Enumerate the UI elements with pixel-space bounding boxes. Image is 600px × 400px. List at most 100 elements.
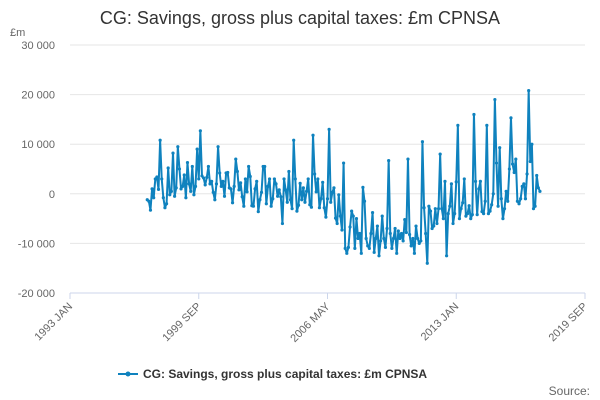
- data-point[interactable]: [477, 187, 481, 191]
- data-point[interactable]: [308, 203, 312, 207]
- data-point[interactable]: [226, 170, 230, 175]
- data-point[interactable]: [280, 221, 285, 226]
- data-point[interactable]: [166, 166, 170, 170]
- data-point[interactable]: [470, 213, 474, 217]
- data-point[interactable]: [271, 197, 275, 201]
- data-point[interactable]: [182, 173, 186, 177]
- data-point[interactable]: [205, 175, 209, 180]
- data-point[interactable]: [531, 207, 536, 211]
- data-point[interactable]: [158, 138, 162, 142]
- data-point[interactable]: [353, 246, 357, 250]
- data-point[interactable]: [433, 207, 437, 211]
- data-point[interactable]: [184, 196, 188, 200]
- data-point[interactable]: [530, 142, 534, 146]
- data-point[interactable]: [284, 188, 288, 192]
- data-point[interactable]: [490, 203, 494, 207]
- data-point[interactable]: [498, 146, 502, 150]
- data-point[interactable]: [247, 164, 251, 169]
- data-point[interactable]: [237, 188, 241, 192]
- data-point[interactable]: [366, 244, 370, 248]
- data-point[interactable]: [322, 206, 326, 210]
- data-point[interactable]: [536, 186, 540, 190]
- data-point[interactable]: [504, 189, 508, 193]
- data-point[interactable]: [168, 193, 172, 197]
- data-point[interactable]: [341, 161, 346, 165]
- data-point[interactable]: [412, 251, 417, 255]
- data-point[interactable]: [161, 196, 165, 200]
- data-point[interactable]: [528, 159, 532, 164]
- data-point[interactable]: [430, 226, 434, 231]
- data-point[interactable]: [388, 231, 392, 236]
- data-point[interactable]: [496, 204, 500, 208]
- data-point[interactable]: [235, 169, 239, 174]
- data-point[interactable]: [181, 184, 185, 188]
- data-point[interactable]: [501, 217, 505, 221]
- data-point[interactable]: [274, 182, 278, 186]
- data-point[interactable]: [316, 177, 320, 181]
- data-point[interactable]: [395, 251, 399, 255]
- data-point[interactable]: [510, 162, 515, 166]
- data-point[interactable]: [179, 187, 183, 191]
- data-point[interactable]: [234, 157, 238, 161]
- data-point[interactable]: [332, 186, 336, 190]
- data-point[interactable]: [319, 197, 323, 201]
- data-point[interactable]: [189, 189, 193, 193]
- data-point[interactable]: [515, 199, 520, 203]
- data-point[interactable]: [238, 181, 243, 185]
- data-point[interactable]: [469, 217, 473, 221]
- data-point[interactable]: [444, 254, 449, 258]
- data-point[interactable]: [456, 123, 460, 127]
- data-point[interactable]: [465, 212, 470, 216]
- data-point[interactable]: [206, 164, 211, 169]
- data-point[interactable]: [222, 194, 227, 198]
- data-point[interactable]: [195, 147, 199, 151]
- data-point[interactable]: [288, 198, 293, 202]
- data-point[interactable]: [232, 184, 236, 188]
- data-point[interactable]: [440, 207, 444, 211]
- data-point[interactable]: [375, 224, 379, 228]
- data-point[interactable]: [314, 190, 318, 194]
- data-point[interactable]: [449, 182, 454, 186]
- data-point[interactable]: [416, 236, 420, 241]
- data-point[interactable]: [527, 89, 531, 93]
- data-point[interactable]: [304, 189, 309, 193]
- data-point[interactable]: [345, 251, 349, 255]
- data-point[interactable]: [293, 177, 297, 181]
- data-point[interactable]: [457, 217, 462, 221]
- data-point[interactable]: [256, 210, 260, 214]
- data-point[interactable]: [340, 228, 344, 232]
- data-point[interactable]: [213, 198, 217, 202]
- data-point[interactable]: [359, 251, 363, 255]
- data-point[interactable]: [401, 239, 405, 243]
- data-point[interactable]: [214, 182, 219, 186]
- data-point[interactable]: [512, 170, 516, 175]
- data-point[interactable]: [393, 226, 397, 231]
- data-point[interactable]: [317, 206, 322, 210]
- data-point[interactable]: [327, 127, 331, 131]
- data-point[interactable]: [427, 204, 431, 208]
- data-point[interactable]: [245, 190, 249, 194]
- data-point[interactable]: [177, 167, 182, 171]
- data-point[interactable]: [279, 195, 283, 199]
- data-point[interactable]: [538, 189, 542, 193]
- legend[interactable]: CG: Savings, gross plus capital taxes: £…: [118, 367, 427, 381]
- data-point[interactable]: [192, 193, 196, 197]
- data-point[interactable]: [398, 236, 402, 241]
- data-point[interactable]: [240, 195, 244, 199]
- data-point[interactable]: [253, 187, 257, 191]
- data-point[interactable]: [296, 203, 301, 207]
- data-point[interactable]: [335, 221, 339, 226]
- data-point[interactable]: [337, 193, 341, 197]
- data-point[interactable]: [403, 217, 407, 222]
- data-point[interactable]: [343, 246, 347, 250]
- data-point[interactable]: [306, 177, 310, 181]
- data-point[interactable]: [147, 199, 151, 203]
- data-point[interactable]: [361, 185, 365, 189]
- data-point[interactable]: [282, 177, 286, 181]
- data-point[interactable]: [482, 212, 486, 216]
- data-point[interactable]: [277, 188, 281, 192]
- data-point[interactable]: [290, 207, 294, 211]
- data-point[interactable]: [230, 201, 235, 205]
- data-point[interactable]: [218, 171, 222, 175]
- data-point[interactable]: [478, 179, 482, 183]
